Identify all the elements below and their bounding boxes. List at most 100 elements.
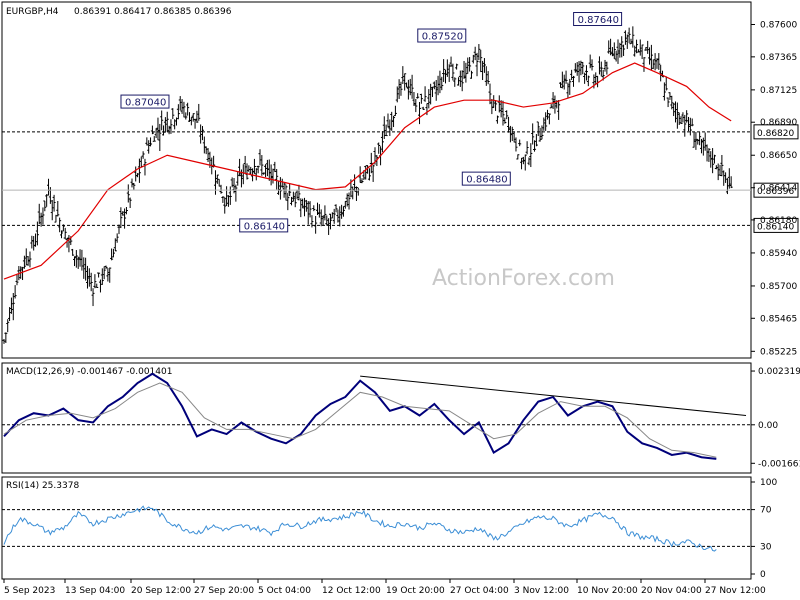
- rsi-tick-label: 100: [760, 478, 777, 488]
- ohlc-bar: [15, 274, 19, 286]
- ohlc-bar: [686, 116, 690, 132]
- ohlc-bar: [202, 136, 206, 154]
- ohlc-bar: [347, 192, 351, 210]
- ohlc-bar: [136, 173, 140, 178]
- ohlc-bar: [523, 154, 527, 171]
- ohlc-bar: [508, 125, 512, 143]
- ohlc-bar: [4, 332, 8, 344]
- macd-layer: [2, 372, 751, 460]
- ohlc-bar: [482, 58, 486, 73]
- rsi-tick-label: 70: [760, 506, 772, 516]
- ohlc-bar: [703, 132, 707, 151]
- ohlc-bar: [679, 116, 683, 124]
- ohlc-bar: [514, 137, 518, 152]
- ohlc-bar: [570, 69, 574, 80]
- ohlc-bar: [204, 146, 208, 155]
- ohlc-bar: [87, 268, 91, 287]
- rsi-tick-label: 30: [760, 542, 772, 552]
- ohlc-bar: [410, 74, 414, 99]
- ohlc-bar: [180, 99, 184, 114]
- ohlc-bar: [330, 212, 334, 219]
- ohlc-bar: [223, 197, 227, 214]
- ohlc-bar: [28, 251, 32, 268]
- ohlc-bar: [709, 151, 713, 168]
- ohlc-bar: [716, 163, 720, 181]
- macd-main-line: [3, 372, 717, 460]
- price-tick-label: 0.85465: [760, 314, 797, 324]
- ohlc-bar: [124, 206, 128, 215]
- ohlc-bar: [165, 111, 169, 132]
- ohlc-bar: [492, 95, 496, 109]
- ohlc-bar: [293, 192, 297, 208]
- ohlc-bar: [620, 36, 624, 58]
- ohlc-bar: [37, 203, 41, 225]
- ohlc-bar: [468, 57, 472, 72]
- ohlc-bar: [308, 201, 312, 218]
- ohlc-bar: [573, 63, 577, 73]
- ohlc-bar: [232, 177, 236, 194]
- ohlc-bar: [701, 137, 705, 156]
- ohlc-bar: [147, 140, 151, 154]
- ohlc-bar: [6, 319, 10, 333]
- ohlc-bar: [97, 272, 101, 278]
- ohlc-bar: [553, 95, 557, 114]
- ohlc-bar: [564, 70, 568, 84]
- ohlc-bar: [692, 132, 696, 148]
- ohlc-bar: [683, 114, 687, 137]
- x-tick-label: 20 Nov 04:00: [641, 586, 702, 596]
- ohlc-bar: [609, 38, 613, 56]
- price-tick-label: 0.85700: [760, 282, 797, 292]
- ohlc-bar: [456, 77, 460, 86]
- ohlc-bar: [557, 100, 561, 120]
- ohlc-bar: [471, 54, 475, 64]
- ohlc-bar: [108, 267, 112, 283]
- ohlc-bar: [527, 157, 531, 166]
- x-tick-label: 13 Sep 04:00: [65, 586, 125, 596]
- ohlc-bar: [529, 143, 533, 168]
- ohlc-bar: [685, 110, 689, 123]
- ohlc-bar: [260, 155, 264, 176]
- ohlc-bar: [386, 113, 390, 128]
- ohlc-bar: [245, 163, 249, 180]
- ohlc-bar: [280, 178, 284, 188]
- ohlc-bar: [45, 194, 49, 207]
- ohlc-bar: [195, 110, 199, 123]
- ohlc-bar: [531, 123, 535, 145]
- ohlc-bar: [291, 191, 295, 202]
- ohlc-bar: [102, 266, 106, 280]
- ohlc-bar: [104, 265, 108, 270]
- ohlc-bar: [143, 158, 147, 176]
- ohlc-bar: [434, 79, 438, 101]
- ohlc-bar: [707, 148, 711, 162]
- ohlc-bar: [345, 193, 349, 207]
- ohlc-bar: [677, 112, 681, 126]
- ohlc-bar: [466, 57, 470, 74]
- chart-ohlc: 0.86391 0.86417 0.86385 0.86396: [74, 7, 232, 17]
- x-tick-label: 12 Oct 12:00: [322, 586, 381, 596]
- ohlc-bar: [501, 100, 505, 126]
- ohlc-bar: [228, 186, 232, 205]
- ohlc-bar: [657, 53, 661, 70]
- ohlc-bar: [625, 34, 629, 49]
- ohlc-bar: [497, 95, 501, 113]
- price-tick-label: 0.86650: [760, 151, 797, 161]
- ohlc-bar: [145, 137, 149, 146]
- ohlc-bar: [262, 172, 266, 175]
- ohlc-bar: [191, 113, 195, 122]
- ohlc-bar: [605, 61, 609, 75]
- price-level-box: [753, 182, 799, 198]
- ohlc-bar: [113, 238, 117, 252]
- ohlc-bar: [568, 78, 572, 95]
- svg-text:0.87640: 0.87640: [578, 15, 619, 26]
- ohlc-bar: [590, 59, 594, 71]
- ohlc-bar: [421, 106, 425, 111]
- ohlc-bar: [217, 178, 221, 187]
- rsi-tick-label: 0: [760, 570, 766, 580]
- ohlc-bar: [160, 110, 164, 131]
- ohlc-bar: [356, 187, 360, 196]
- x-tick-label: 5 Oct 04:00: [258, 586, 311, 596]
- ohlc-bar: [722, 170, 726, 186]
- price-annotation: 0.87040: [120, 94, 170, 109]
- macd-panel-frame: [1, 362, 752, 474]
- ohlc-bar: [405, 82, 409, 88]
